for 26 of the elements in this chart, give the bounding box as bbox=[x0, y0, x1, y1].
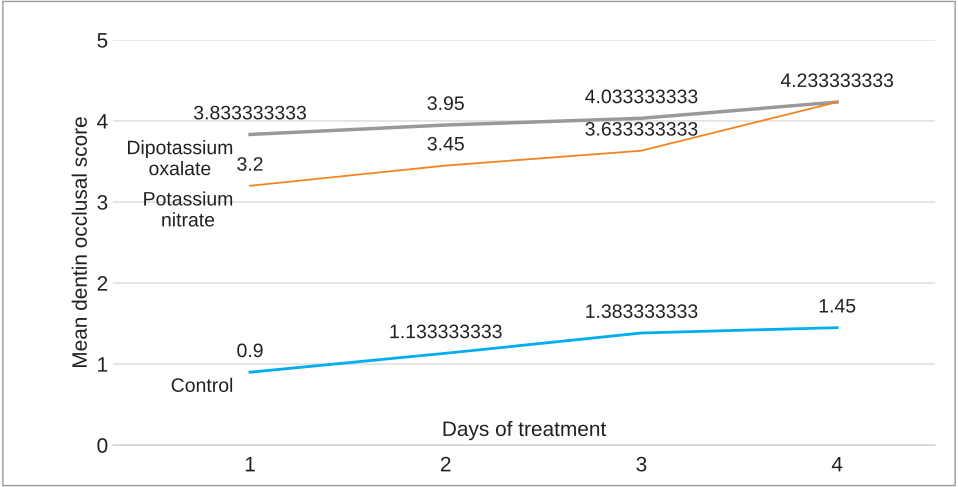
data-label: 4.033333333 bbox=[585, 90, 698, 104]
x-tick-label: 1 bbox=[246, 456, 255, 472]
data-label: 3.833333333 bbox=[194, 106, 306, 120]
series-label: Dipotassium oxalate bbox=[128, 140, 232, 176]
data-label: 1.45 bbox=[820, 299, 856, 313]
y-tick-label: 1 bbox=[98, 357, 108, 372]
x-tick-label: 3 bbox=[636, 456, 646, 472]
x-tick-label: 2 bbox=[441, 456, 450, 472]
series-label: Control bbox=[172, 378, 232, 392]
y-tick-label: 5 bbox=[97, 33, 108, 48]
data-label: 3.2 bbox=[237, 157, 263, 171]
x-axis-title: Days of treatment bbox=[444, 420, 606, 440]
y-tick-label: 2 bbox=[98, 276, 108, 291]
y-tick-label: 0 bbox=[97, 438, 108, 453]
data-label: 3.633333333 bbox=[585, 122, 698, 136]
data-label: 3.95 bbox=[428, 96, 464, 110]
data-label: 4.233333333 bbox=[780, 73, 894, 88]
y-axis-title: Mean dentin occlusal score bbox=[72, 117, 87, 368]
y-tick-label: 3 bbox=[97, 195, 108, 210]
y-tick-label: 4 bbox=[97, 114, 108, 129]
series-label: Potassium nitrate bbox=[144, 191, 232, 227]
data-label: 3.45 bbox=[428, 136, 464, 151]
data-label: 1.383333333 bbox=[586, 304, 698, 318]
x-tick-label: 4 bbox=[832, 456, 842, 472]
data-label: 1.133333333 bbox=[390, 324, 502, 338]
data-label: 0.9 bbox=[237, 343, 263, 358]
